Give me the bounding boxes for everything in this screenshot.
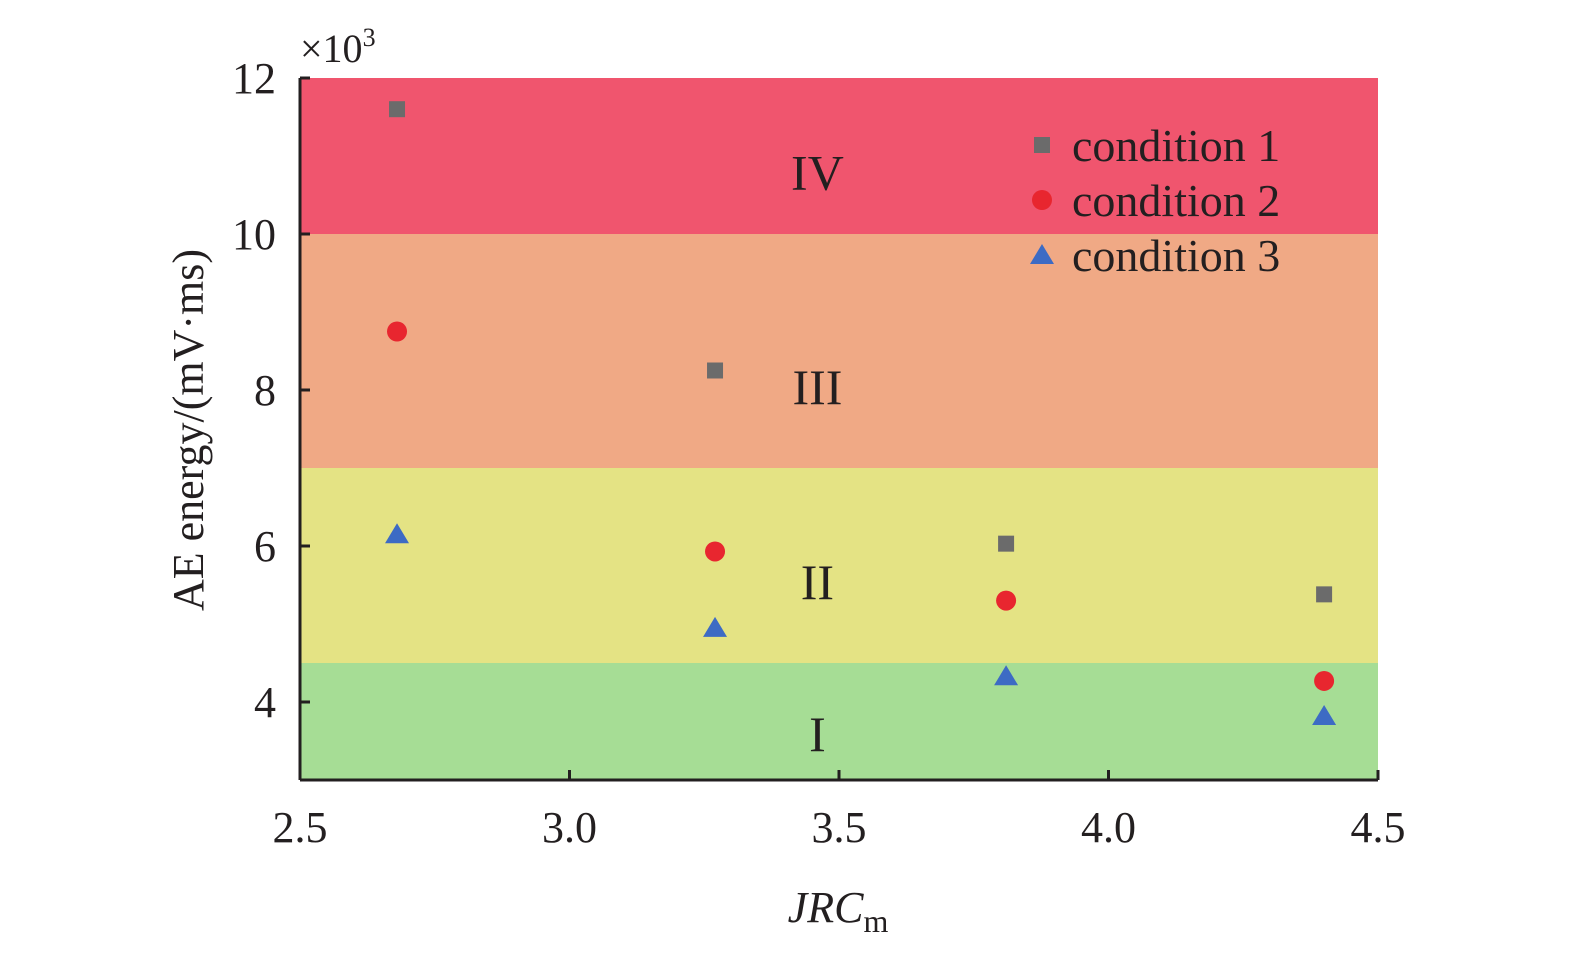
x-axis-title: JRCm [788, 883, 889, 939]
y-tick-label: 10 [232, 210, 276, 259]
point-series-1-2 [707, 362, 724, 379]
legend-marker-1 [1034, 137, 1050, 153]
x-axis-title-main: JRC [788, 883, 864, 932]
zone-label-1: I [809, 706, 826, 762]
zone-band-4 [300, 78, 1378, 234]
y-tick-label: 12 [232, 54, 276, 103]
point-series-3-2 [703, 616, 728, 637]
x-axis-title-subscript: m [863, 903, 888, 939]
data-points [385, 101, 1337, 726]
zone-band-1 [300, 663, 1378, 780]
y-tick-label: 8 [254, 366, 276, 415]
point-series-3-1 [385, 523, 410, 544]
x-tick-label: 4.0 [1081, 803, 1136, 852]
y-tick-label: 6 [254, 522, 276, 571]
axis-ticks: 2.5 3.0 3.5 4.0 4.5 4 6 8 10 12 [232, 54, 1406, 852]
y-multiplier-exponent: 3 [363, 23, 376, 52]
zone-label-3: III [792, 359, 842, 415]
y-multiplier-base: ×10 [300, 26, 363, 71]
x-tick-label: 3.5 [812, 803, 867, 852]
point-series-2-2 [705, 541, 726, 562]
legend-label-3: condition 3 [1072, 230, 1280, 281]
y-axis-multiplier: ×103 [300, 23, 376, 71]
zone-label-2: II [801, 554, 834, 610]
zone-band-2 [300, 468, 1378, 663]
point-series-1-4 [1316, 586, 1333, 603]
point-series-3-3 [994, 665, 1019, 686]
x-tick-label: 3.0 [542, 803, 597, 852]
x-tick-label: 4.5 [1351, 803, 1406, 852]
point-series-2-1 [387, 321, 408, 342]
legend-label-1: condition 1 [1072, 120, 1280, 171]
legend-label-2: condition 2 [1072, 175, 1280, 226]
point-series-1-3 [998, 535, 1015, 552]
point-series-2-4 [1314, 670, 1335, 691]
point-series-3-4 [1312, 705, 1337, 726]
legend-marker-3 [1030, 244, 1054, 264]
zone-label-4: IV [791, 145, 844, 201]
y-tick-label: 4 [254, 678, 276, 727]
legend-marker-2 [1032, 190, 1052, 210]
point-series-1-1 [389, 101, 406, 118]
point-series-2-3 [996, 590, 1017, 611]
x-tick-label: 2.5 [273, 803, 328, 852]
y-axis-title: AE energy/(mV·ms) [164, 249, 213, 611]
zone-band-3 [300, 234, 1378, 468]
